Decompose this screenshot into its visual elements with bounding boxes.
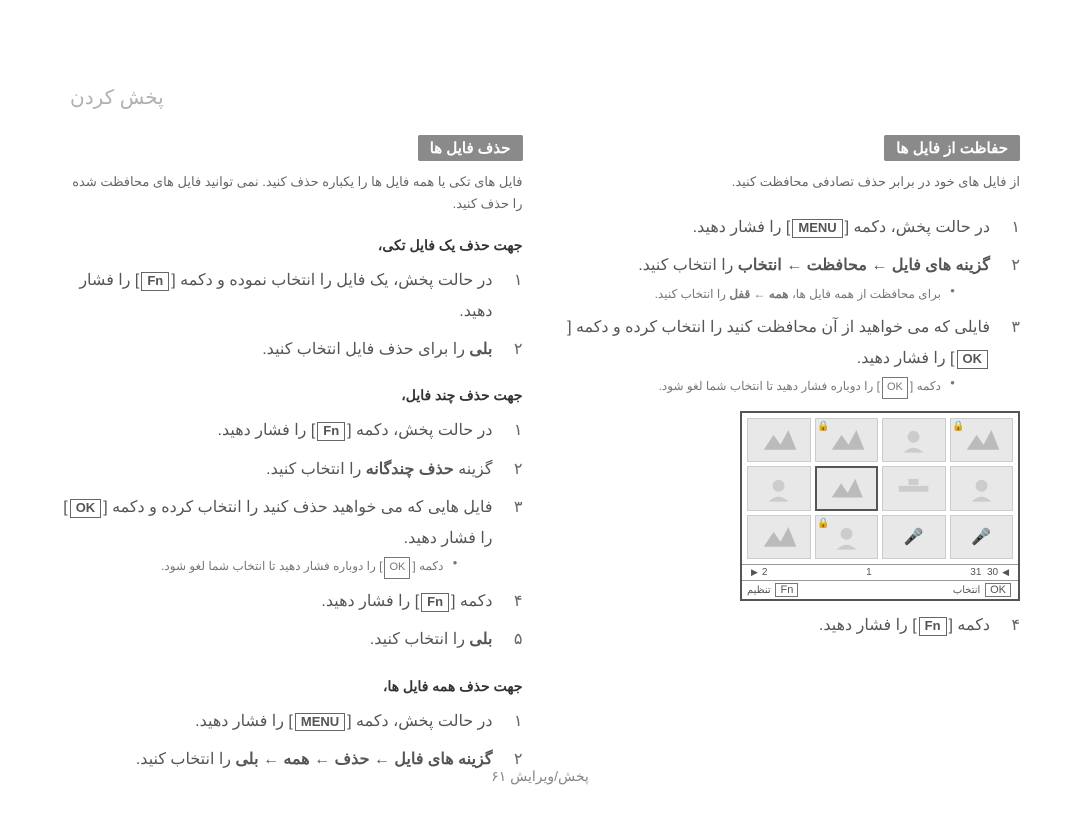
del-single-1: در حالت پخش، یک فایل را انتخاب نموده و د…: [60, 266, 523, 327]
protect-step-4: دکمه [Fn] را فشار دهید.: [558, 611, 1021, 641]
delete-sub-all: جهت حذف همه فایل ها،: [60, 678, 523, 695]
delete-header: حذف فایل ها: [418, 135, 523, 161]
thumb: [747, 418, 811, 462]
camera-display: 🔒 🔒 🎤 🎤 🔒 ◀ 30 31 1 2: [740, 411, 1020, 601]
col-delete: حذف فایل ها فایل های تکی یا همه فایل ها …: [60, 135, 523, 783]
thumbs-grid: 🔒 🔒 🎤 🎤 🔒: [742, 413, 1018, 564]
protect-step-1: در حالت پخش، دکمه [MENU] را فشار دهید.: [558, 213, 1021, 243]
del-multi-1: در حالت پخش، دکمه [Fn] را فشار دهید.: [60, 416, 523, 446]
del-multi-2: گزینه حذف چندگانه را انتخاب کنید.: [60, 455, 523, 485]
protect-intro: از فایل های خود در برابر حذف تصادفی محاف…: [558, 171, 1021, 193]
thumb: 🔒: [815, 515, 879, 559]
lock-icon: 🔒: [818, 518, 830, 530]
ok-key: OK: [957, 350, 989, 369]
del-multi-4: دکمه [Fn] را فشار دهید.: [60, 587, 523, 617]
display-pager: ◀ 30 31 1 2 ▶: [742, 564, 1018, 580]
thumb: [747, 515, 811, 559]
page-title: پخش کردن: [70, 85, 164, 110]
thumb: [950, 466, 1014, 510]
col-protect: حفاظت از فایل ها از فایل های خود در براب…: [558, 135, 1021, 783]
menu-key: MENU: [792, 219, 842, 238]
page-footer: پخش/ویرایش ۶۱: [0, 768, 1080, 785]
del-multi-3-bullet: دکمه [OK] را دوباره فشار دهید تا انتخاب …: [60, 556, 458, 579]
del-all-1: در حالت پخش، دکمه [MENU] را فشار دهید.: [60, 707, 523, 737]
fn-key: Fn: [919, 617, 947, 636]
thumb: [882, 418, 946, 462]
thumb: [882, 466, 946, 510]
del-multi-5: بلی را انتخاب کنید.: [60, 625, 523, 655]
protect-step-2-bullet: برای محافظت از همه فایل ها، همه ← قفل را…: [558, 284, 956, 306]
protect-step-3: فایلی که می خواهید از آن محافظت کنید را …: [558, 313, 1021, 399]
delete-intro: فایل های تکی یا همه فایل ها را یکباره حذ…: [60, 171, 523, 215]
protect-step-2: گزینه های فایل ← محافظت ← انتخاب را انتخ…: [558, 251, 1021, 305]
chevron-right-icon: ▶: [751, 567, 758, 578]
delete-sub-single: جهت حذف یک فایل تکی،: [60, 237, 523, 254]
del-multi-3: فایل هایی که می خواهید حذف کنید را انتخا…: [60, 493, 523, 579]
thumb: 🔒: [815, 418, 879, 462]
lock-icon: 🔒: [953, 421, 965, 433]
thumb: 🎤: [950, 515, 1014, 559]
display-controls: OK انتخاب Fn تنظیم: [742, 580, 1018, 599]
delete-sub-multi: جهت حذف چند فایل،: [60, 387, 523, 404]
delete-multi-steps: در حالت پخش، دکمه [Fn] را فشار دهید. گزی…: [60, 416, 523, 655]
protect-header: حفاظت از فایل ها: [884, 135, 1020, 161]
thumb: 🎤: [882, 515, 946, 559]
protect-steps: در حالت پخش، دکمه [MENU] را فشار دهید. گ…: [558, 213, 1021, 399]
delete-all-steps: در حالت پخش، دکمه [MENU] را فشار دهید. گ…: [60, 707, 523, 776]
thumb: [747, 466, 811, 510]
protect-step-3-bullet: دکمه [OK] را دوباره فشار دهید تا انتخاب …: [558, 376, 956, 399]
thumb-selected: [815, 466, 879, 510]
lock-icon: 🔒: [818, 421, 830, 433]
delete-single-steps: در حالت پخش، یک فایل را انتخاب نموده و د…: [60, 266, 523, 365]
chevron-left-icon: ◀: [1002, 567, 1009, 578]
protect-steps-cont: دکمه [Fn] را فشار دهید.: [558, 611, 1021, 641]
del-single-2: بلی را برای حذف فایل انتخاب کنید.: [60, 335, 523, 365]
thumb: 🔒: [950, 418, 1014, 462]
